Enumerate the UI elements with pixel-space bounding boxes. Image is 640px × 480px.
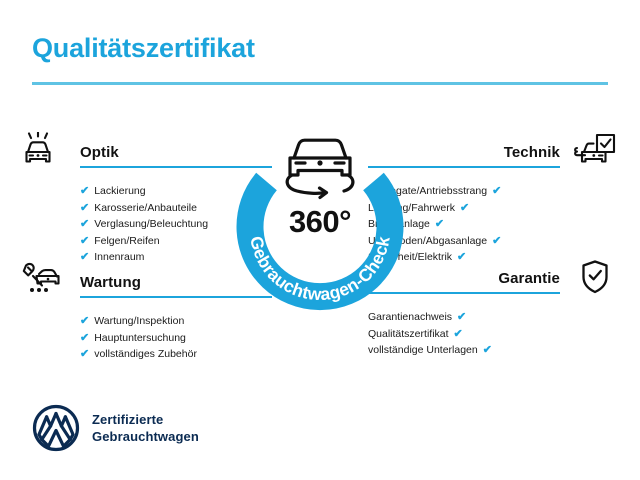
list-item-label: vollständige Unterlagen — [368, 344, 478, 356]
checklist-garantie: ✔ Garantienachweis ✔ Qualitätszertifikat ✔… — [368, 309, 618, 359]
check-icon: ✔ — [459, 201, 470, 214]
car-wrench-icon — [22, 262, 68, 302]
list-item: ✔ Verglasung/Beleuchtung — [80, 216, 272, 233]
volkswagen-logo — [32, 404, 80, 452]
section-title: Wartung — [80, 274, 141, 291]
badge-360-gebrauchtwagen-check: Gebrauchtwagen-Check 360° — [222, 118, 418, 324]
section-title-wrap: Wartung — [68, 262, 272, 298]
page-title: Qualitätszertifikat — [32, 33, 255, 63]
check-icon: ✔ — [80, 331, 90, 344]
title-divider — [32, 82, 608, 85]
section-title: Technik — [503, 144, 560, 161]
check-icon: ✔ — [80, 251, 90, 263]
list-item: ✔ Qualitätszertifikat — [368, 326, 560, 343]
check-icon: ✔ — [80, 234, 90, 247]
section-header: Garantie — [368, 258, 618, 298]
footer-text: Zertifizierte Gebrauchtwagen — [92, 411, 199, 445]
section-title: Optik — [80, 144, 119, 161]
footer-brand: Zertifizierte Gebrauchtwagen — [32, 404, 199, 452]
section-header: Wartung — [22, 262, 272, 302]
list-item-label: Aggregate/Antriebsstrang — [368, 185, 488, 197]
list-item: ✔ Aggregate/Antriebsstrang — [368, 183, 560, 200]
check-icon: ✔ — [453, 327, 463, 340]
footer-line-2: Gebrauchtwagen — [92, 429, 199, 444]
check-icon: ✔ — [80, 218, 90, 230]
list-item-label: Felgen/Reifen — [94, 234, 160, 247]
list-item: ✔ Karosserie/Anbauteile — [80, 200, 272, 217]
section-garantie: Garantie ✔ Garantienachweis ✔ Qualitätszer… — [368, 258, 618, 359]
car-shine-icon — [22, 131, 68, 172]
check-icon: ✔ — [457, 311, 467, 323]
check-icon: ✔ — [482, 344, 492, 356]
car-rotation-icon — [285, 138, 355, 200]
section-divider — [80, 296, 272, 298]
list-item: ✔ vollständiges Zubehör — [80, 346, 272, 363]
list-item: ✔ vollständige Unterlagen — [368, 342, 560, 359]
section-divider — [80, 166, 272, 168]
section-wartung: Wartung ✔ Wartung/Inspektion ✔ Hauptunters… — [22, 262, 272, 363]
list-item-label: Qualitätszertifikat — [368, 327, 449, 340]
check-icon: ✔ — [80, 185, 90, 197]
list-item-label: Karosserie/Anbauteile — [94, 201, 197, 214]
list-item-label: Verglasung/Beleuchtung — [94, 218, 209, 230]
check-icon: ✔ — [80, 201, 90, 214]
list-item: ✔ Felgen/Reifen — [80, 233, 272, 250]
section-divider — [368, 166, 560, 168]
section-title-wrap: Optik — [68, 132, 272, 168]
list-item-label: Garantienachweis — [368, 311, 453, 323]
check-icon: ✔ — [80, 315, 90, 327]
list-item: ✔ Wartung/Inspektion — [80, 313, 272, 330]
check-icon: ✔ — [457, 251, 467, 263]
list-item-label: vollständiges Zubehör — [94, 348, 197, 360]
badge-curved-label: Gebrauchtwagen-Check — [246, 234, 393, 304]
check-icon: ✔ — [434, 218, 445, 230]
section-divider — [368, 292, 560, 294]
list-item-label: Lackierung — [94, 185, 146, 197]
list-item: ✔ Hauptuntersuchung — [80, 330, 272, 347]
check-icon: ✔ — [80, 348, 90, 360]
list-item: ✔ Lackierung — [80, 183, 272, 200]
list-item-label: Innenraum — [94, 251, 145, 263]
list-item-label: Wartung/Inspektion — [94, 315, 185, 327]
checklist-wartung: ✔ Wartung/Inspektion ✔ Hauptuntersuchung ✔… — [22, 313, 272, 363]
section-header: Optik — [22, 131, 272, 172]
list-item: ✔ Innenraum — [80, 249, 272, 266]
checklist-optik: ✔ Lackierung ✔ Karosserie/Anbauteile ✔ Verg… — [22, 183, 272, 266]
section-title-wrap: Garantie — [368, 258, 572, 294]
svg-text:Gebrauchtwagen-Check: Gebrauchtwagen-Check — [246, 234, 394, 304]
section-title: Garantie — [498, 270, 560, 287]
check-icon: ✔ — [492, 234, 502, 247]
shield-check-icon — [572, 258, 618, 298]
section-header: Technik — [368, 132, 618, 172]
section-title-wrap: Technik — [368, 132, 572, 168]
footer-line-1: Zertifizierte — [92, 412, 164, 427]
check-icon: ✔ — [492, 185, 502, 197]
section-optik: Optik ✔ Lackierung ✔ Karosserie/Anbauteile… — [22, 131, 272, 266]
badge-ring — [236, 172, 404, 311]
badge-degrees-text: 360° — [288, 204, 352, 239]
list-item-label: Hauptuntersuchung — [94, 331, 186, 344]
car-checkbox-icon — [572, 132, 618, 172]
list-item: ✔ Garantienachweis — [368, 309, 560, 326]
